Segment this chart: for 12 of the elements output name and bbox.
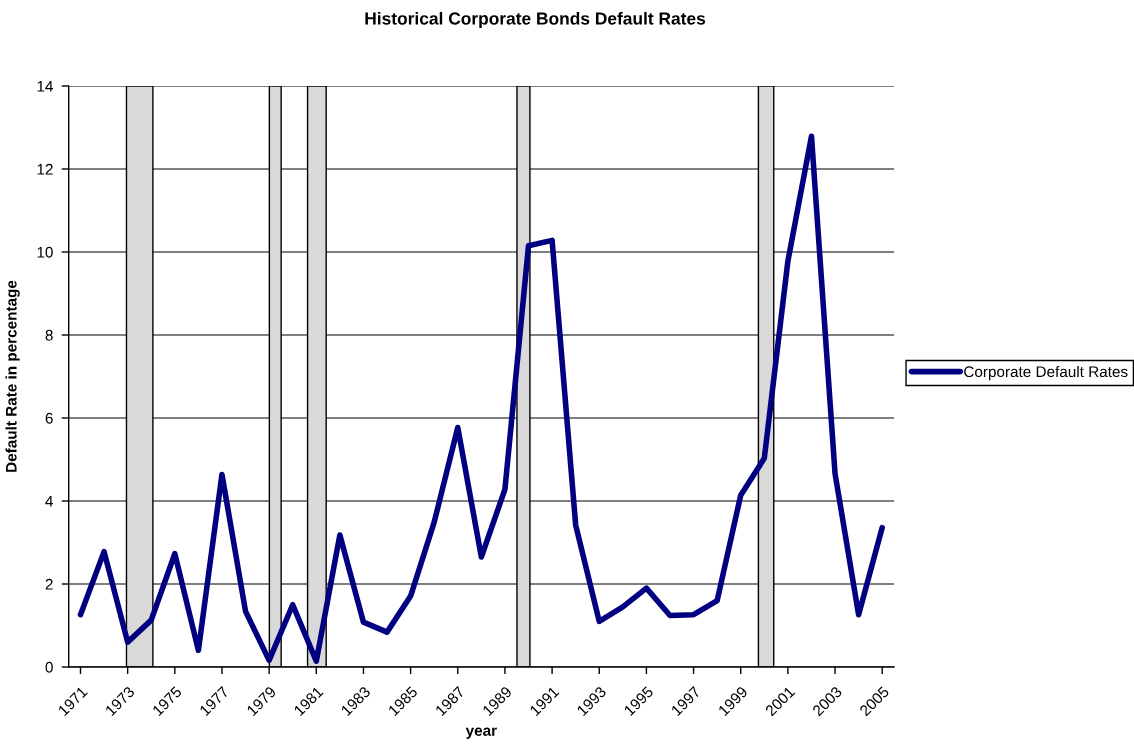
- legend-label: Corporate Default Rates: [964, 365, 1128, 381]
- y-axis-title: Default Rate in percentage: [5, 280, 20, 472]
- y-tick-label: 10: [37, 246, 53, 258]
- y-tick-label: 2: [45, 578, 53, 590]
- y-tick-label: 0: [45, 661, 53, 673]
- y-tick-label: 12: [37, 163, 53, 175]
- y-tick-label: 4: [45, 496, 53, 507]
- x-axis-title: year: [465, 727, 497, 739]
- y-tick-label: 14: [37, 81, 53, 92]
- chart-title: Historical Corporate Bonds Default Rates: [365, 11, 706, 29]
- y-tick-label: 6: [45, 412, 53, 424]
- y-tick-label: 8: [45, 329, 53, 341]
